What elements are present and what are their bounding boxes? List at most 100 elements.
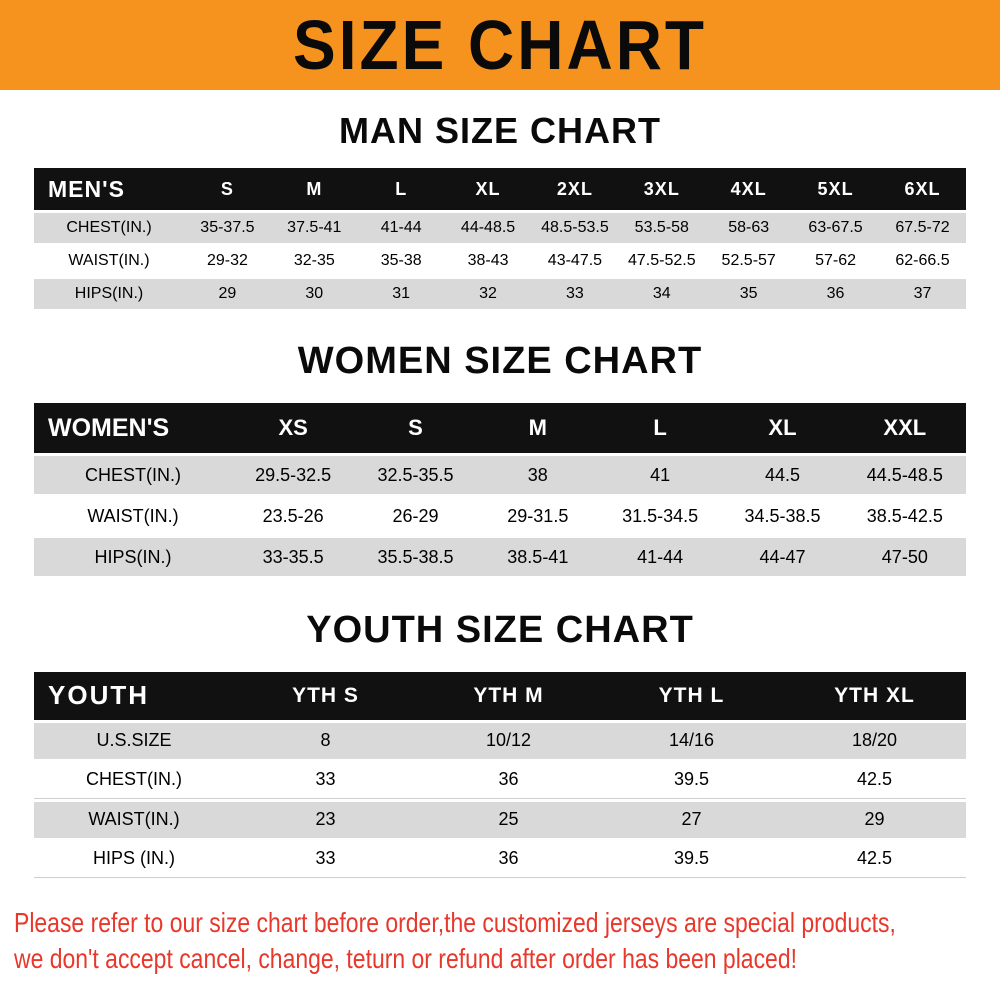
notice-line-2: we don't accept cancel, change, teturn o… (14, 943, 797, 975)
column-header: XXL (843, 403, 966, 454)
size-cell: 27 (600, 801, 783, 838)
row-label: U.S.SIZE (34, 722, 234, 759)
header-row: MEN'S S M L XL 2XL 3XL 4XL 5XL 6XL (34, 168, 966, 211)
table-row: HIPS(IN.) 33-35.5 35.5-38.5 38.5-41 41-44 44-… (34, 538, 966, 577)
size-cell: 30 (270, 279, 358, 310)
men-table-title: MEN'S (34, 168, 184, 211)
size-cell: 58-63 (705, 213, 793, 244)
size-cell: 36 (417, 841, 600, 878)
column-header: S (184, 168, 271, 211)
column-header: YTH S (234, 671, 417, 720)
column-header: YTH L (600, 671, 783, 720)
column-header: 4XL (705, 168, 793, 211)
size-cell: 29-32 (206, 252, 248, 270)
size-cell: 37 (879, 279, 966, 310)
section-youth: YOUTH SIZE CHART YOUTH YTH S YTH M YTH L YTH … (0, 609, 1000, 881)
youth-size-table: YOUTH YTH S YTH M YTH L YTH XL U.S.SIZE 8 10/12… (34, 669, 966, 881)
size-cell: 33 (234, 841, 417, 878)
size-cell: 32.5-35.5 (354, 456, 477, 495)
size-cell: 10/12 (417, 722, 600, 759)
column-header: L (598, 403, 722, 454)
table-row: CHEST(IN.) 35-37.5 37.5-41 41-44 44-48.5 48.5… (34, 213, 966, 244)
table-row: WAIST(IN.) 23.5-26 26-29 29-31.5 31.5-34.5 34… (34, 497, 966, 535)
size-cell: 32 (444, 279, 532, 310)
size-cell: 29 (783, 801, 966, 838)
row-label: HIPS (IN.) (34, 841, 234, 878)
men-section-heading: MAN SIZE CHART (339, 110, 661, 151)
table-row: HIPS(IN.) 29 30 31 32 33 34 35 36 37 (34, 279, 966, 310)
column-header: M (270, 168, 358, 211)
size-cell: 44-47 (721, 538, 844, 577)
size-cell: 35.5-38.5 (354, 538, 477, 577)
size-cell: 33 (234, 762, 417, 799)
size-cell: 41 (598, 456, 722, 495)
size-cell: 44.5 (721, 456, 844, 495)
size-cell: 35 (705, 279, 793, 310)
table-row: WAIST(IN.) 29-32 32-35 35-38 38-43 43-47.5 47.… (34, 246, 966, 276)
row-label: WAIST(IN.) (34, 801, 234, 838)
column-header: 5XL (792, 168, 879, 211)
size-cell: 36 (417, 762, 600, 799)
size-cell: 33 (531, 279, 619, 310)
women-section-heading: WOMEN SIZE CHART (297, 340, 703, 383)
size-cell: 33-35.5 (232, 538, 355, 577)
size-cell: 41-44 (598, 538, 722, 577)
size-cell: 67.5-72 (879, 213, 966, 244)
size-cell: 18/20 (783, 722, 966, 759)
size-cell: 29 (184, 279, 271, 310)
size-cell: 44.5-48.5 (843, 456, 966, 495)
size-cell: 47-50 (843, 538, 966, 577)
size-cell: 41-44 (357, 213, 445, 244)
row-label: HIPS(IN.) (34, 538, 232, 577)
size-cell: 34.5-38.5 (744, 505, 821, 526)
size-cell: 63-67.5 (792, 213, 879, 244)
column-header: M (476, 403, 599, 454)
column-header: XL (444, 168, 532, 211)
column-header: L (357, 168, 445, 211)
notice-line-1: Please refer to our size chart before or… (14, 906, 896, 938)
charts-container: MAN SIZE CHART MEN'S S M L XL 2XL 3XL 4XL 5XL 6XL C… (0, 110, 1000, 881)
size-cell: 47.5-52.5 (628, 252, 696, 270)
size-cell: 38 (476, 456, 599, 495)
size-cell: 42.5 (783, 841, 966, 878)
size-cell: 53.5-58 (618, 213, 706, 244)
size-cell: 37.5-41 (270, 213, 358, 244)
row-label: WAIST(IN.) (68, 252, 150, 270)
size-cell: 25 (417, 801, 600, 838)
table-row: HIPS (IN.) 33 36 39.5 42.5 (34, 841, 966, 878)
column-header: 6XL (879, 168, 966, 211)
size-cell: 48.5-53.5 (531, 213, 619, 244)
banner: SIZE CHART (0, 0, 1000, 90)
size-cell: 43-47.5 (547, 252, 603, 270)
header-row: YOUTH YTH S YTH M YTH L YTH XL (34, 671, 966, 720)
size-cell: 42.5 (783, 762, 966, 799)
size-cell: 39.5 (600, 762, 783, 799)
size-cell: 31 (357, 279, 445, 310)
size-cell: 62-66.5 (895, 252, 950, 270)
column-header: XL (721, 403, 844, 454)
youth-table-title: YOUTH (34, 671, 234, 720)
row-label: CHEST(IN.) (34, 456, 232, 495)
size-cell: 34 (618, 279, 706, 310)
size-cell: 36 (792, 279, 879, 310)
banner-title: SIZE CHART (293, 6, 707, 84)
table-row: U.S.SIZE 8 10/12 14/16 18/20 (34, 722, 966, 759)
footer-notice: Please refer to our size chart before or… (0, 905, 1000, 978)
size-cell: 38-43 (467, 252, 509, 270)
size-cell: 32-35 (293, 252, 335, 270)
column-header: 3XL (618, 168, 706, 211)
table-row: CHEST(IN.) 29.5-32.5 32.5-35.5 38 41 44.5 44.5… (34, 456, 966, 495)
size-cell: 31.5-34.5 (622, 505, 699, 526)
size-cell: 38.5-41 (476, 538, 599, 577)
row-label: WAIST(IN.) (87, 505, 179, 526)
size-cell: 35-37.5 (184, 213, 271, 244)
row-label: CHEST(IN.) (34, 213, 184, 244)
size-cell: 29-31.5 (507, 505, 569, 526)
size-chart-page: SIZE CHART MAN SIZE CHART MEN'S S M L XL 2XL 3X… (0, 0, 1000, 978)
size-cell: 26-29 (392, 505, 439, 526)
column-header: YTH M (417, 671, 600, 720)
row-label: HIPS(IN.) (34, 279, 184, 310)
table-row: CHEST(IN.) 33 36 39.5 42.5 (34, 762, 966, 799)
column-header: YTH XL (783, 671, 966, 720)
size-cell: 39.5 (600, 841, 783, 878)
